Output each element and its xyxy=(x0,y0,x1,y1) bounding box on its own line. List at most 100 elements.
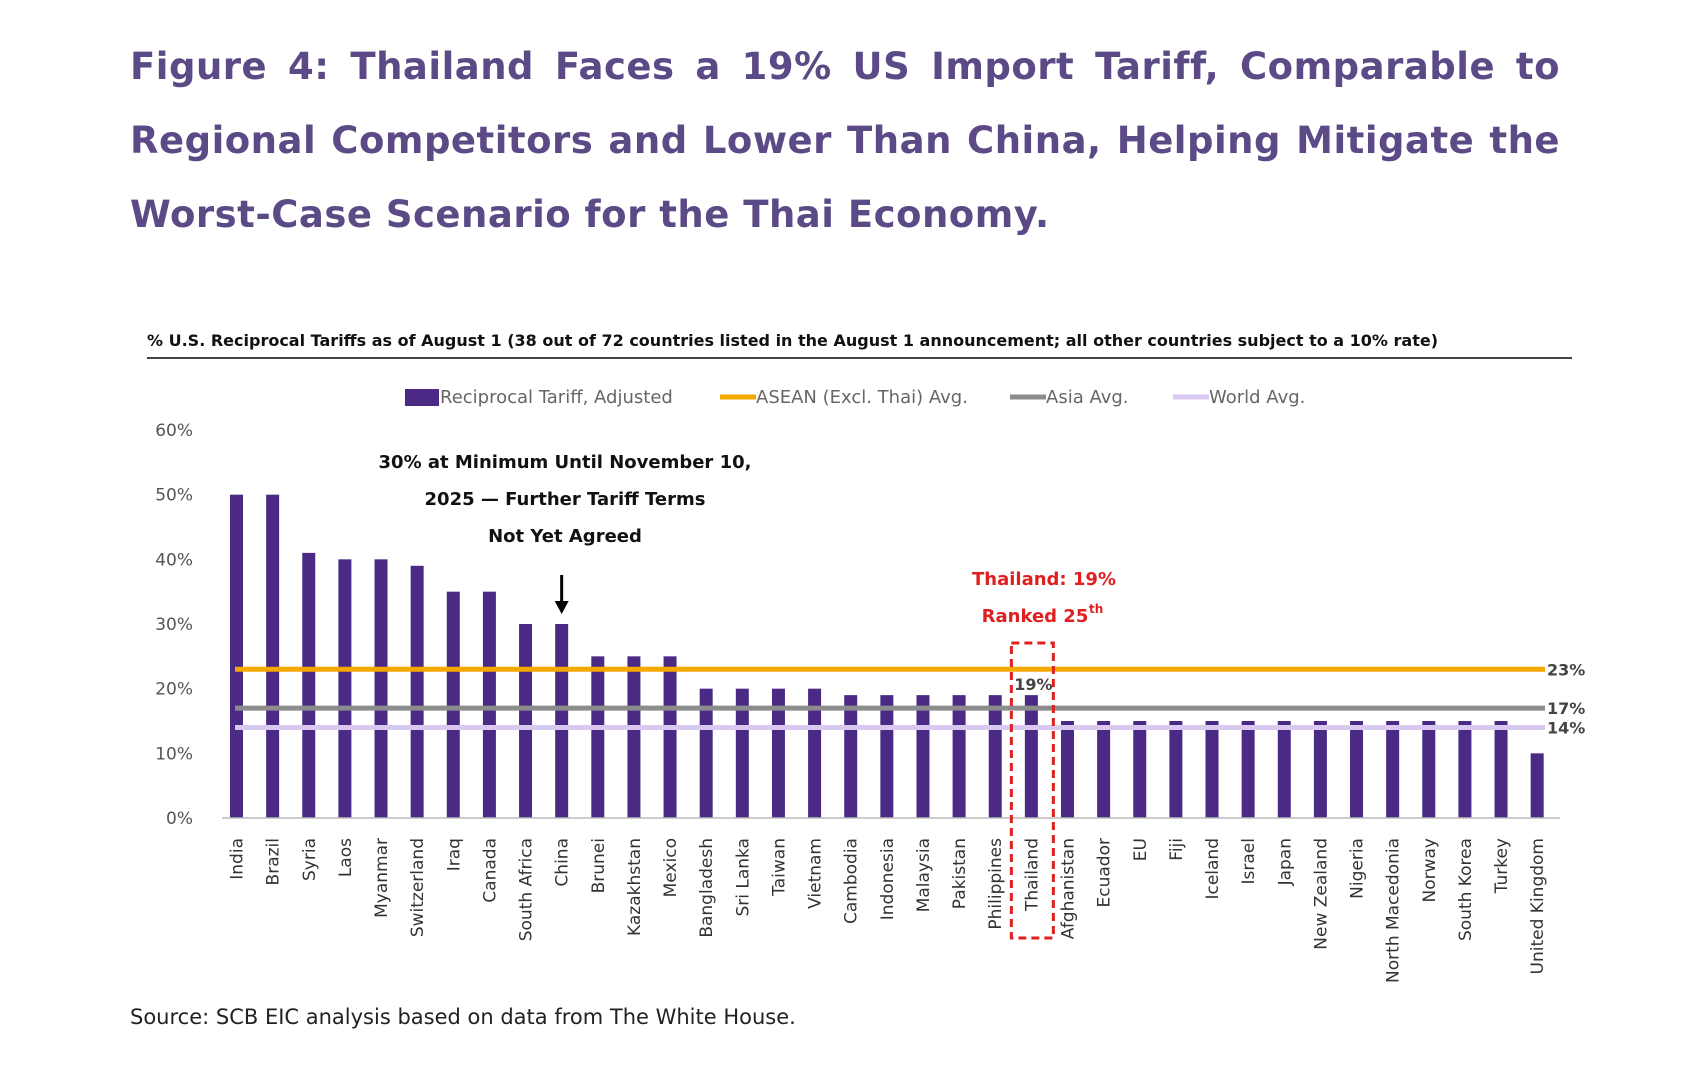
bar-philippines xyxy=(988,695,1002,818)
bar-iceland xyxy=(1205,721,1219,818)
x-tick-label: Taiwan xyxy=(769,838,789,897)
bar-thailand xyxy=(1024,695,1038,818)
x-tick-label: Japan xyxy=(1275,838,1295,886)
legend-swatch xyxy=(405,389,439,406)
x-axis-labels: India Brazil Syria Laos Myanmar Switzerland Ir… xyxy=(228,838,1549,983)
x-tick-label: Ecuador xyxy=(1095,838,1115,907)
bar-pakistan xyxy=(952,695,966,818)
chart-title: % U.S. Reciprocal Tariffs as of August 1… xyxy=(147,331,1438,350)
china-note-line: 30% at Minimum Until November 10, xyxy=(379,452,752,473)
x-tick-label: Iraq xyxy=(444,838,464,871)
bar-south-korea xyxy=(1458,721,1472,818)
bar-north-macedonia xyxy=(1386,721,1400,818)
y-tick-label: 10% xyxy=(155,744,193,764)
thailand-callout-superscript: th xyxy=(1089,602,1103,616)
x-tick-label: Vietnam xyxy=(806,838,826,909)
bar-ecuador xyxy=(1097,721,1111,818)
x-tick-label: Iceland xyxy=(1203,838,1223,900)
x-tick-label: Kazakhstan xyxy=(625,838,645,936)
thailand-highlight-box xyxy=(1009,641,1055,940)
x-tick-label: China xyxy=(553,838,573,887)
bar-japan xyxy=(1277,721,1291,818)
x-tick-label: New Zealand xyxy=(1311,838,1331,950)
x-tick-label: Switzerland xyxy=(408,838,428,937)
reference-lines: 23% 17%14% xyxy=(235,660,1585,737)
china-note-line: Not Yet Agreed xyxy=(488,526,642,547)
bar-brazil xyxy=(266,494,280,818)
y-tick-label: 60% xyxy=(155,421,193,441)
x-tick-label: Brazil xyxy=(264,838,284,885)
arrow-head xyxy=(554,601,569,614)
x-tick-label: North Macedonia xyxy=(1384,838,1404,983)
bar-vietnam xyxy=(808,688,822,818)
x-tick-label: South Korea xyxy=(1456,838,1476,941)
bar-brunei xyxy=(591,656,605,818)
bar-iraq xyxy=(446,591,460,818)
x-tick-label: Turkey xyxy=(1492,838,1512,894)
china-note-line: 2025 — Further Tariff Terms xyxy=(425,489,706,510)
x-tick-label: Afghanistan xyxy=(1058,838,1078,939)
bar-mexico xyxy=(663,656,677,818)
bar-laos xyxy=(338,559,352,818)
bars xyxy=(230,494,1544,818)
x-tick-label: Canada xyxy=(480,838,500,903)
y-axis: 0% 10% 20% 30% 40% 50% 60% xyxy=(155,421,193,829)
bar-canada xyxy=(482,591,496,818)
x-tick-label: Brunei xyxy=(589,838,609,893)
x-tick-label: Philippines xyxy=(986,838,1006,930)
x-tick-label: India xyxy=(228,838,248,880)
bar-myanmar xyxy=(374,559,388,818)
bar-kazakhstan xyxy=(627,656,641,818)
x-tick-label: Mexico xyxy=(661,838,681,897)
bar-norway xyxy=(1422,721,1436,818)
x-tick-label: Laos xyxy=(336,838,356,877)
bar-fiji xyxy=(1169,721,1183,818)
x-tick-label: South Africa xyxy=(517,838,537,941)
x-tick-label: Pakistan xyxy=(950,838,970,909)
x-tick-label: Norway xyxy=(1420,838,1440,903)
ref-line-label: 17% xyxy=(1547,699,1585,718)
bar-switzerland xyxy=(410,565,424,818)
bar-sri-lanka xyxy=(735,688,749,818)
x-tick-label: Indonesia xyxy=(878,838,898,920)
bar-bangladesh xyxy=(699,688,713,818)
y-tick-label: 40% xyxy=(155,550,193,570)
source-note: Source: SCB EIC analysis based on data f… xyxy=(130,1005,796,1029)
x-tick-label: Bangladesh xyxy=(697,838,717,938)
bar-china xyxy=(555,624,569,818)
y-tick-label: 50% xyxy=(155,486,193,506)
ref-line-label: 23% xyxy=(1547,660,1585,679)
x-tick-label: Nigeria xyxy=(1348,838,1368,899)
bar-indonesia xyxy=(880,695,894,818)
thailand-callout-line1: Thailand: 19% xyxy=(972,569,1116,590)
bar-cambodia xyxy=(844,695,858,818)
bar-malaysia xyxy=(916,695,930,818)
y-tick-label: 30% xyxy=(155,615,193,635)
bar-united-kingdom xyxy=(1530,753,1544,818)
y-tick-label: 20% xyxy=(155,680,193,700)
bar-nigeria xyxy=(1350,721,1364,818)
x-tick-label: Syria xyxy=(300,838,320,881)
legend-label: Reciprocal Tariff, Adjusted xyxy=(440,387,673,408)
x-tick-label: Fiji xyxy=(1167,838,1187,861)
annotations: 30% at Minimum Until November 10, 2025 — … xyxy=(379,452,1116,940)
x-tick-label: Malaysia xyxy=(914,838,934,912)
x-tick-label: United Kingdom xyxy=(1528,838,1548,974)
ref-line-label: 14% xyxy=(1547,718,1585,737)
chart-legend: Reciprocal Tariff, Adjusted ASEAN (Excl. … xyxy=(405,387,1305,408)
x-tick-label: EU xyxy=(1131,838,1151,861)
bar-new-zealand xyxy=(1313,721,1327,818)
bar-eu xyxy=(1133,721,1147,818)
legend-label: ASEAN (Excl. Thai) Avg. xyxy=(756,387,968,408)
legend-label: World Avg. xyxy=(1209,387,1305,408)
x-tick-label: Israel xyxy=(1239,838,1259,884)
x-tick-label: Thailand xyxy=(1022,838,1042,912)
thailand-callout-line2: Ranked 25 xyxy=(982,606,1089,627)
x-tick-label: Myanmar xyxy=(372,838,392,918)
bar-turkey xyxy=(1494,721,1508,818)
bar-south-africa xyxy=(519,624,533,818)
bar-taiwan xyxy=(771,688,785,818)
bar-afghanistan xyxy=(1060,721,1074,818)
thailand-bar-label: 19% xyxy=(1014,675,1052,694)
